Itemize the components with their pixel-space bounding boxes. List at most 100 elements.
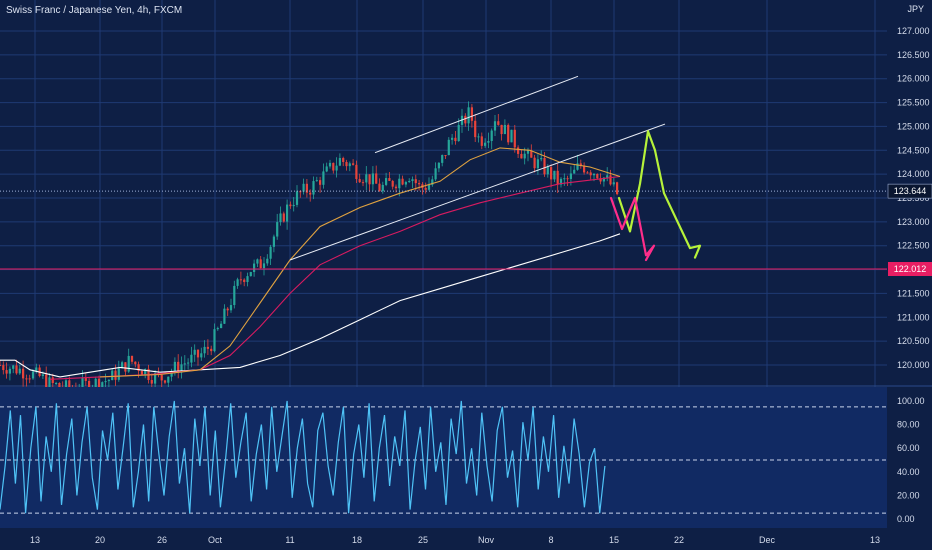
stoch-tick-label: 100.00 <box>897 396 925 406</box>
x-tick-label: Nov <box>478 535 495 545</box>
stoch-tick-label: 60.00 <box>897 443 920 453</box>
candle-body <box>596 173 599 179</box>
candle-body <box>477 136 480 138</box>
candle-body <box>470 107 473 121</box>
candle-body <box>262 263 266 269</box>
price-tick-label: 122.500 <box>897 241 930 251</box>
candle-body <box>193 349 196 355</box>
candle-body <box>286 204 289 222</box>
candle-body <box>236 279 239 286</box>
candle-body <box>15 365 18 374</box>
candle-body <box>441 155 444 163</box>
candle-body <box>533 157 536 169</box>
candle-body <box>328 162 332 167</box>
candle-body <box>41 374 44 376</box>
candle-body <box>447 139 450 156</box>
candle-body <box>51 377 54 384</box>
price-tick-label: 126.000 <box>897 74 930 84</box>
candle-body <box>355 164 358 180</box>
chart-title: Swiss Franc / Japanese Yen, 4h, FXCM <box>6 5 183 16</box>
candle-body <box>183 363 186 365</box>
candle-body <box>444 155 447 157</box>
price-tick-label: 124.500 <box>897 145 930 155</box>
candle-body <box>378 183 381 192</box>
x-tick-label: Dec <box>759 535 776 545</box>
level-price-tag <box>888 261 932 276</box>
x-tick-label: 20 <box>95 535 105 545</box>
price-tick-label: 121.000 <box>897 312 930 322</box>
price-tick-label: 120.500 <box>897 336 930 346</box>
x-tick-label: 18 <box>352 535 362 545</box>
price-tick-label: 125.000 <box>897 121 930 131</box>
candle-body <box>167 376 170 383</box>
currency-label: JPY <box>907 4 924 14</box>
last-price-value: 123.644 <box>894 186 927 196</box>
candle-body <box>599 178 602 182</box>
candle-body <box>404 182 407 185</box>
candle-body <box>513 129 516 148</box>
candle-body <box>25 378 28 380</box>
x-tick-label: 13 <box>870 535 880 545</box>
stoch-tick-label: 80.00 <box>897 420 920 430</box>
x-tick-label: 22 <box>674 535 684 545</box>
candle-body <box>493 121 497 131</box>
candle-body <box>361 182 365 184</box>
price-tick-label: 123.000 <box>897 217 930 227</box>
candle-body <box>8 368 11 374</box>
candle-body <box>411 179 414 181</box>
candle-body <box>487 141 490 143</box>
candle-body <box>150 379 153 384</box>
moving-average-2 <box>49 175 621 380</box>
candle-body <box>338 158 341 166</box>
candle-body <box>510 129 513 143</box>
candle-body <box>5 370 8 374</box>
x-tick-label: Oct <box>208 535 223 545</box>
candle-body <box>451 137 454 140</box>
pink-projection-drawing <box>609 196 656 262</box>
candle-body <box>266 258 269 264</box>
candle-body <box>315 180 318 182</box>
candle-body <box>464 115 467 124</box>
candle-body <box>368 174 371 185</box>
candle-body <box>609 175 612 185</box>
candle-body <box>256 259 259 264</box>
candle-body <box>569 173 572 180</box>
candle-body <box>117 368 120 380</box>
candle-body <box>276 222 279 237</box>
candle-body <box>546 167 549 175</box>
price-tick-label: 124.000 <box>897 169 930 179</box>
candle-body <box>579 163 582 166</box>
candle-body <box>190 354 193 363</box>
candle-body <box>243 279 246 283</box>
candle-body <box>213 329 216 352</box>
candle-body <box>84 378 87 381</box>
candle-body <box>299 191 302 193</box>
candle-body <box>612 182 615 185</box>
candle-body <box>484 142 487 146</box>
stochastic-background <box>0 387 887 528</box>
candle-body <box>134 361 137 365</box>
candle-body <box>332 162 335 171</box>
candle-body <box>104 381 107 383</box>
candle-body <box>401 178 404 185</box>
candle-body <box>246 276 249 283</box>
candle-body <box>223 308 226 324</box>
candle-body <box>480 136 483 146</box>
candle-body <box>530 150 533 158</box>
candle-body <box>606 175 609 178</box>
candle-body <box>520 153 523 159</box>
candle-body <box>418 183 421 185</box>
candle-body <box>58 382 61 388</box>
candle-body <box>616 182 619 195</box>
candle-body <box>160 374 163 381</box>
candle-body <box>163 380 167 383</box>
candle-body <box>289 204 292 207</box>
candle-body <box>292 204 295 207</box>
candle-body <box>408 180 411 183</box>
candle-body <box>497 121 500 125</box>
candle-body <box>154 372 157 384</box>
candle-body <box>12 365 15 369</box>
candle-body <box>48 377 51 389</box>
candle-body <box>206 346 209 349</box>
